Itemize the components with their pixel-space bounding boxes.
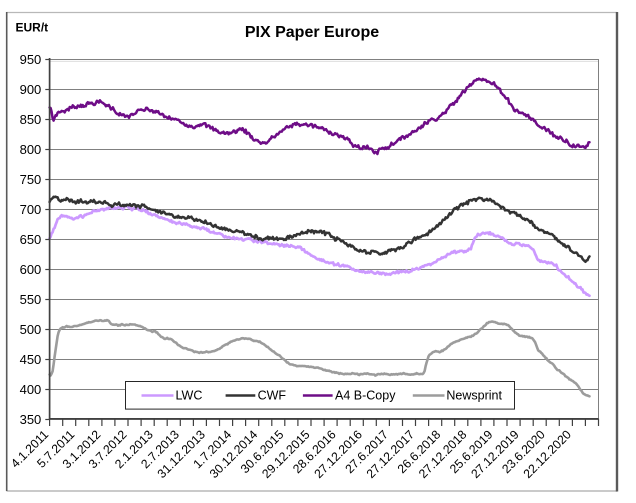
svg-text:LWC: LWC [176, 388, 203, 402]
svg-text:PIX Paper Europe: PIX Paper Europe [245, 24, 379, 41]
svg-text:950: 950 [20, 52, 42, 67]
svg-text:550: 550 [20, 292, 42, 307]
svg-text:Newsprint: Newsprint [446, 388, 502, 402]
svg-text:450: 450 [20, 352, 42, 367]
svg-text:600: 600 [20, 262, 42, 277]
svg-text:650: 650 [20, 232, 42, 247]
svg-text:EUR/t: EUR/t [16, 21, 49, 35]
svg-text:500: 500 [20, 322, 42, 337]
svg-text:850: 850 [20, 112, 42, 127]
svg-text:A4 B-Copy: A4 B-Copy [335, 388, 396, 402]
svg-text:400: 400 [20, 382, 42, 397]
svg-text:700: 700 [20, 202, 42, 217]
svg-text:800: 800 [20, 142, 42, 157]
svg-text:350: 350 [20, 412, 42, 427]
svg-text:CWF: CWF [258, 388, 287, 402]
svg-text:900: 900 [20, 82, 42, 97]
svg-text:750: 750 [20, 172, 42, 187]
